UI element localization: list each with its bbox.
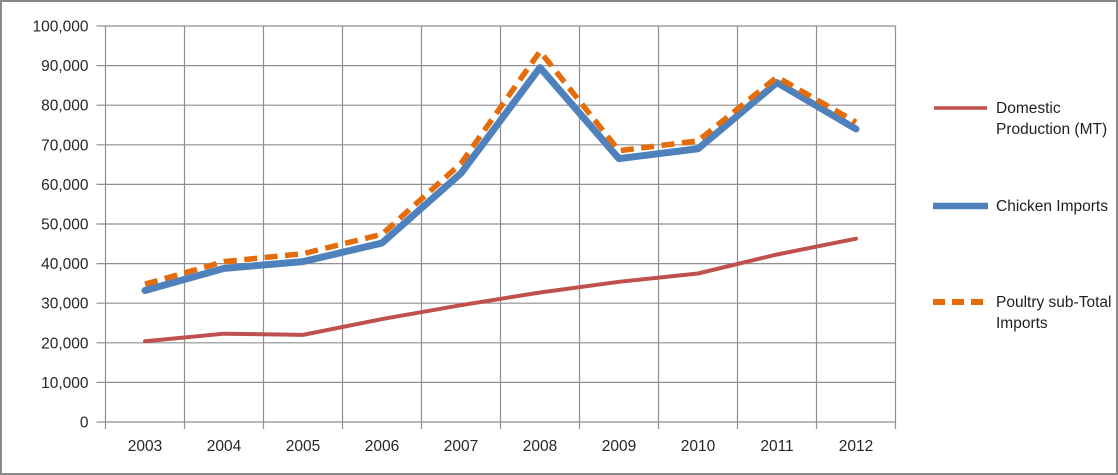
x-axis-tick-label: 2009: [602, 438, 636, 455]
legend: Domestic Production (MT) Chicken Imports…: [933, 2, 1115, 473]
y-axis-tick-label: 100,000: [32, 19, 88, 36]
legend-label-domestic-production: Domestic Production (MT): [996, 100, 1108, 138]
x-axis-tick-label: 2004: [207, 438, 242, 455]
x-axis-tick-label: 2007: [444, 438, 478, 455]
x-axis-tick-label: 2011: [760, 438, 793, 455]
y-axis-tick-label: 50,000: [41, 217, 89, 234]
legend-item-chicken-imports: Chicken Imports: [933, 196, 1114, 217]
x-axis-tick-label: 2006: [365, 438, 399, 455]
x-axis-tick-label: 2008: [523, 438, 557, 455]
y-axis-tick-label: 60,000: [41, 177, 89, 194]
series-lines: [141, 48, 860, 344]
poultry-subtotal-legend-dashed-line-icon: [933, 299, 988, 305]
x-axis-tick-label: 2012: [839, 438, 873, 455]
domestic-production-legend-line-icon: [934, 106, 987, 110]
gridlines: [96, 25, 897, 429]
poultry-subtotal-imports-line: [144, 48, 858, 287]
legend-label-chicken-imports: Chicken Imports: [996, 198, 1108, 215]
chicken-imports-line: [141, 64, 860, 295]
y-axis-tick-label: 30,000: [41, 296, 89, 313]
legend-item-poultry-subtotal-imports: Poultry sub-Total Imports: [933, 292, 1114, 334]
axis-tick-labels: 0 10,000 20,000 30,000 40,000 50,000 60,000 70,…: [32, 19, 873, 456]
y-axis-tick-label: 90,000: [41, 58, 89, 75]
x-axis-tick-label: 2003: [128, 438, 162, 455]
y-axis-tick-label: 70,000: [41, 137, 89, 154]
y-axis-tick-label: 0: [80, 415, 89, 432]
y-axis-tick-label: 20,000: [41, 335, 89, 352]
legend-label-poultry-subtotal-imports: Poultry sub-Total Imports: [996, 294, 1112, 332]
legend-item-domestic-production: Domestic Production (MT): [933, 98, 1114, 140]
chicken-imports-legend-line-icon: [933, 202, 988, 210]
y-axis-tick-label: 80,000: [41, 98, 89, 115]
y-axis-tick-label: 10,000: [41, 375, 89, 392]
x-axis-tick-label: 2005: [286, 438, 320, 455]
y-axis-tick-label: 40,000: [41, 256, 89, 273]
x-axis-tick-label: 2010: [681, 438, 716, 455]
domestic-production-line: [143, 236, 858, 344]
